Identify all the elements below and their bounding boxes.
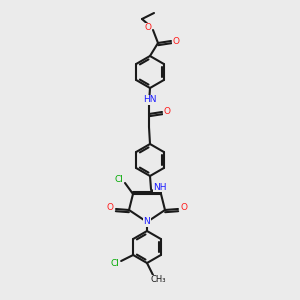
Text: O: O — [145, 23, 152, 32]
Text: NH: NH — [153, 182, 167, 191]
Text: Cl: Cl — [111, 259, 120, 268]
Text: O: O — [172, 37, 179, 46]
Text: Cl: Cl — [115, 176, 123, 184]
Text: O: O — [181, 203, 188, 212]
Text: O: O — [164, 107, 170, 116]
Text: N: N — [144, 218, 150, 226]
Text: O: O — [106, 203, 113, 212]
Text: HN: HN — [143, 95, 157, 104]
Text: CH₃: CH₃ — [150, 275, 166, 284]
